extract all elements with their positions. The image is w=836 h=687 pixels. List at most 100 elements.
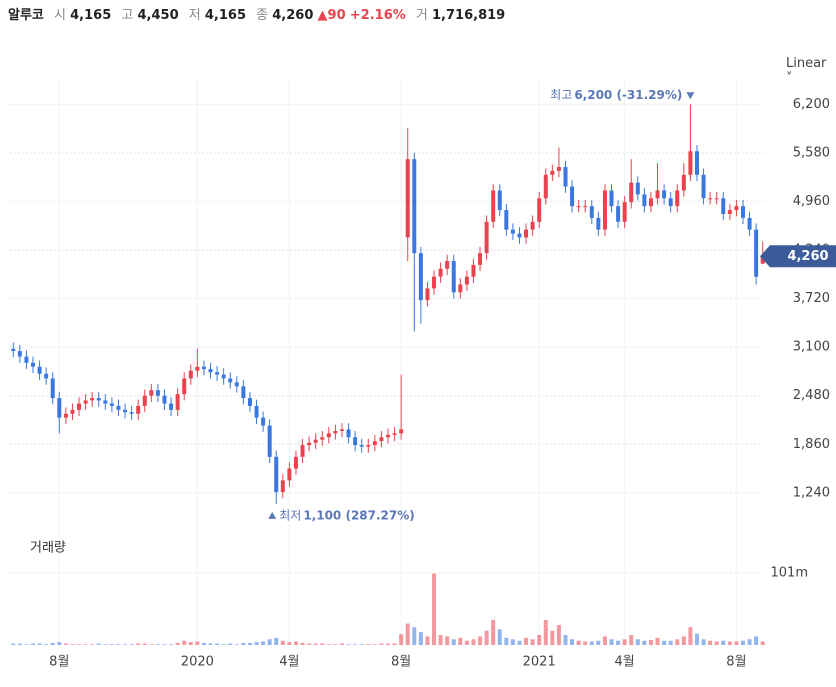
candle-body — [386, 434, 390, 438]
candle-body — [359, 445, 364, 447]
volume-bar — [96, 643, 101, 645]
volume-bar — [681, 636, 686, 645]
volume-bar — [570, 639, 575, 645]
candle-body — [740, 206, 745, 218]
open: 4,165 — [70, 8, 112, 23]
candle-body — [50, 378, 55, 399]
candle-body — [188, 370, 193, 379]
volume-bar — [175, 642, 180, 645]
volume-bar — [721, 640, 726, 645]
volume-bar — [602, 636, 607, 645]
volume-bar — [162, 644, 167, 645]
volume-bar — [267, 639, 272, 645]
volume-bar — [451, 639, 456, 645]
volume-bar — [662, 640, 667, 645]
candle-body — [418, 253, 423, 301]
change: ▲90 — [317, 8, 346, 23]
volume-bar — [504, 637, 509, 645]
candle-body — [24, 356, 29, 363]
volume-bar — [274, 637, 279, 645]
volume-bar — [550, 630, 555, 645]
volume-bar — [484, 630, 489, 645]
candle-body — [228, 378, 233, 383]
volume-bar — [556, 625, 561, 645]
candle-body — [307, 442, 312, 446]
candle-body — [412, 159, 417, 254]
volume-bar — [543, 620, 548, 645]
volume-bar — [63, 643, 68, 645]
candle-body — [70, 409, 75, 414]
y-tick-label: 3,100 — [793, 340, 830, 355]
volume-bar — [432, 573, 437, 645]
candle-body — [247, 398, 252, 406]
candle-body — [392, 433, 397, 435]
volume-bar — [359, 644, 364, 645]
high-value: 6,200 (-31.29%) — [574, 88, 682, 102]
candle-body — [484, 221, 489, 254]
candle-body — [201, 366, 206, 370]
low: 4,165 — [204, 8, 247, 23]
change-pct: +2.16% — [349, 8, 406, 23]
scale-menu[interactable]: Linear ˅ — [786, 56, 827, 86]
volume-bar — [228, 643, 233, 645]
volume-bar — [182, 640, 187, 645]
volume-bar — [418, 632, 423, 645]
volume-bar — [517, 640, 522, 645]
candle-body — [241, 386, 246, 399]
volume-bar — [445, 636, 450, 645]
volume-bar — [714, 641, 719, 645]
volume-bar — [149, 644, 154, 645]
candle-body — [576, 206, 581, 208]
volume-bar — [280, 640, 285, 645]
candle-body — [366, 445, 371, 447]
candle-body — [90, 398, 95, 401]
candle-body — [510, 229, 515, 234]
candle-body — [287, 468, 292, 481]
volume-bar — [241, 642, 246, 645]
volume-bar — [234, 644, 239, 645]
volume-bar — [668, 640, 673, 645]
candle-body — [458, 284, 463, 293]
volume-bar — [353, 644, 358, 645]
label: 거 — [415, 8, 428, 23]
candle-body — [313, 439, 318, 443]
candle-body — [537, 198, 542, 222]
candle-body — [517, 233, 522, 238]
volume-bar — [701, 639, 706, 645]
volume-bar — [307, 643, 312, 645]
volume-bar — [734, 641, 739, 645]
volume-bar — [201, 642, 206, 645]
price-tag-label: 4,260 — [787, 249, 828, 264]
candle-body — [524, 229, 529, 238]
volume-bar — [471, 639, 476, 645]
volume-bar — [123, 644, 128, 645]
candle-body — [491, 190, 496, 222]
volume-bar — [629, 635, 634, 645]
volume-bar — [24, 644, 29, 645]
candle-body — [83, 400, 88, 404]
volume-bar — [320, 643, 325, 645]
volume-bar — [399, 634, 404, 645]
y-tick-label: 4,960 — [793, 194, 830, 209]
x-tick-label: 8월 — [391, 655, 411, 670]
candle-body — [175, 394, 180, 410]
high: 4,450 — [137, 8, 179, 23]
volume-bar — [622, 639, 627, 645]
volume-bar — [648, 640, 653, 645]
candle-body — [675, 190, 680, 207]
candle-body — [162, 395, 167, 404]
volume-bar — [392, 643, 397, 645]
candle-body — [234, 382, 239, 387]
candle-body — [543, 174, 548, 199]
volume-bar — [616, 640, 621, 645]
candle-body — [688, 151, 693, 175]
candle-body — [320, 437, 325, 440]
candle-body — [195, 366, 200, 371]
volume-bar — [576, 640, 581, 645]
volume-bar — [372, 644, 377, 645]
candle-body — [379, 437, 384, 442]
scale-label[interactable]: Linear — [786, 56, 827, 71]
volume-bar — [57, 642, 62, 645]
volume-bar — [596, 640, 601, 645]
candle-body — [734, 206, 739, 211]
